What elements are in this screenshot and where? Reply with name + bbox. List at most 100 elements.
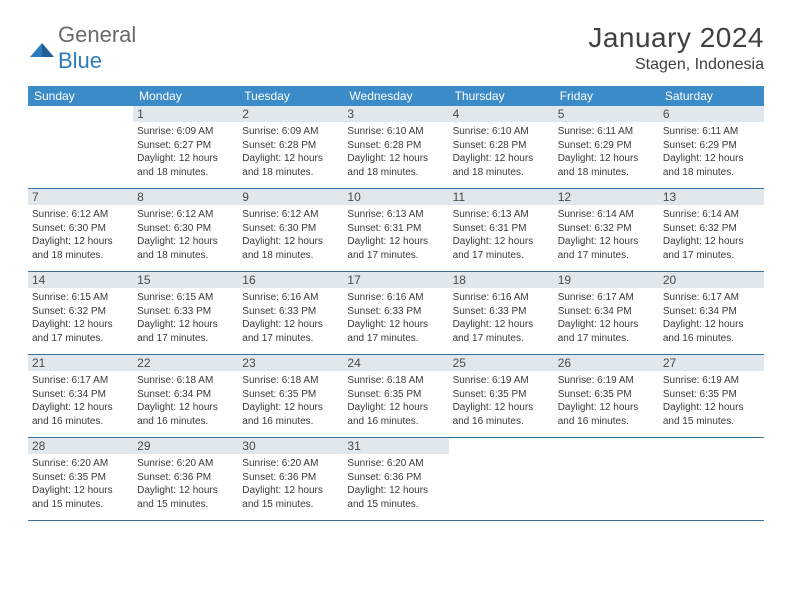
logo-mark: [28, 37, 56, 59]
day-number: 11: [449, 189, 554, 205]
day-number: 2: [238, 106, 343, 122]
day-number: 14: [28, 272, 133, 288]
day-number: 25: [449, 355, 554, 371]
day-details: Sunrise: 6:17 AMSunset: 6:34 PMDaylight:…: [32, 374, 129, 428]
day-details: Sunrise: 6:10 AMSunset: 6:28 PMDaylight:…: [347, 125, 444, 179]
day-number: 7: [28, 189, 133, 205]
day-details: Sunrise: 6:09 AMSunset: 6:27 PMDaylight:…: [137, 125, 234, 179]
day-number: 31: [343, 438, 448, 454]
day-details: Sunrise: 6:15 AMSunset: 6:33 PMDaylight:…: [137, 291, 234, 345]
day-details: Sunrise: 6:17 AMSunset: 6:34 PMDaylight:…: [663, 291, 760, 345]
day-number: 12: [554, 189, 659, 205]
week-row: 21 Sunrise: 6:17 AMSunset: 6:34 PMDayligh…: [28, 355, 764, 438]
day-cell: 25 Sunrise: 6:19 AMSunset: 6:35 PMDayligh…: [449, 355, 554, 437]
day-cell: 16Sunrise: 6:16 AMSunset: 6:33 PMDayligh…: [238, 272, 343, 354]
day-cell: 2 Sunrise: 6:09 AMSunset: 6:28 PMDaylight…: [238, 106, 343, 188]
weekday-label: Monday: [133, 86, 238, 106]
day-details: Sunrise: 6:12 AMSunset: 6:30 PMDaylight:…: [32, 208, 129, 262]
day-details: Sunrise: 6:15 AMSunset: 6:32 PMDaylight:…: [32, 291, 129, 345]
day-cell: 23 Sunrise: 6:18 AMSunset: 6:35 PMDayligh…: [238, 355, 343, 437]
day-cell: 8 Sunrise: 6:12 AMSunset: 6:30 PMDaylight…: [133, 189, 238, 271]
day-number: 24: [343, 355, 448, 371]
weekday-label: Friday: [554, 86, 659, 106]
day-cell: 13 Sunrise: 6:14 AMSunset: 6:32 PMDayligh…: [659, 189, 764, 271]
day-number: 3: [343, 106, 448, 122]
day-cell: 29 Sunrise: 6:20 AMSunset: 6:36 PMDayligh…: [133, 438, 238, 520]
day-cell: 20 Sunrise: 6:17 AMSunset: 6:34 PMDayligh…: [659, 272, 764, 354]
day-details: Sunrise: 6:19 AMSunset: 6:35 PMDaylight:…: [663, 374, 760, 428]
day-number: 4: [449, 106, 554, 122]
day-details: Sunrise: 6:17 AMSunset: 6:34 PMDaylight:…: [558, 291, 655, 345]
day-number: 26: [554, 355, 659, 371]
day-cell: [659, 438, 764, 520]
day-cell: 27Sunrise: 6:19 AMSunset: 6:35 PMDayligh…: [659, 355, 764, 437]
day-cell: [28, 106, 133, 188]
day-number: 30: [238, 438, 343, 454]
week-row: 1 Sunrise: 6:09 AMSunset: 6:27 PMDaylight…: [28, 106, 764, 189]
logo-word1: General: [58, 22, 136, 47]
day-number: 21: [28, 355, 133, 371]
day-cell: 5 Sunrise: 6:11 AMSunset: 6:29 PMDaylight…: [554, 106, 659, 188]
title-block: January 2024 Stagen, Indonesia: [588, 22, 764, 74]
day-cell: [449, 438, 554, 520]
day-cell: 6 Sunrise: 6:11 AMSunset: 6:29 PMDaylight…: [659, 106, 764, 188]
day-number: 5: [554, 106, 659, 122]
day-number: 20: [659, 272, 764, 288]
day-details: Sunrise: 6:20 AMSunset: 6:36 PMDaylight:…: [347, 457, 444, 511]
day-details: Sunrise: 6:16 AMSunset: 6:33 PMDaylight:…: [242, 291, 339, 345]
day-details: Sunrise: 6:13 AMSunset: 6:31 PMDaylight:…: [347, 208, 444, 262]
day-number: 9: [238, 189, 343, 205]
day-cell: 3 Sunrise: 6:10 AMSunset: 6:28 PMDaylight…: [343, 106, 448, 188]
day-details: Sunrise: 6:19 AMSunset: 6:35 PMDaylight:…: [453, 374, 550, 428]
day-number: 18: [449, 272, 554, 288]
day-number: 22: [133, 355, 238, 371]
day-number: 13: [659, 189, 764, 205]
calendar-grid: SundayMondayTuesdayWednesdayThursdayFrid…: [28, 86, 764, 521]
day-details: Sunrise: 6:18 AMSunset: 6:34 PMDaylight:…: [137, 374, 234, 428]
day-number: 19: [554, 272, 659, 288]
day-number: 23: [238, 355, 343, 371]
day-cell: 14 Sunrise: 6:15 AMSunset: 6:32 PMDayligh…: [28, 272, 133, 354]
day-details: Sunrise: 6:14 AMSunset: 6:32 PMDaylight:…: [558, 208, 655, 262]
day-details: Sunrise: 6:20 AMSunset: 6:35 PMDaylight:…: [32, 457, 129, 511]
day-cell: 12 Sunrise: 6:14 AMSunset: 6:32 PMDayligh…: [554, 189, 659, 271]
weekday-label: Thursday: [449, 86, 554, 106]
day-cell: [554, 438, 659, 520]
day-number: 29: [133, 438, 238, 454]
day-number: 15: [133, 272, 238, 288]
day-cell: 4 Sunrise: 6:10 AMSunset: 6:28 PMDaylight…: [449, 106, 554, 188]
day-details: Sunrise: 6:18 AMSunset: 6:35 PMDaylight:…: [242, 374, 339, 428]
day-number: 17: [343, 272, 448, 288]
day-cell: 19 Sunrise: 6:17 AMSunset: 6:34 PMDayligh…: [554, 272, 659, 354]
week-row: 28 Sunrise: 6:20 AMSunset: 6:35 PMDayligh…: [28, 438, 764, 521]
day-number: 28: [28, 438, 133, 454]
month-title: January 2024: [588, 22, 764, 54]
header: General Blue January 2024 Stagen, Indone…: [28, 22, 764, 74]
day-details: Sunrise: 6:14 AMSunset: 6:32 PMDaylight:…: [663, 208, 760, 262]
weekday-header: SundayMondayTuesdayWednesdayThursdayFrid…: [28, 86, 764, 106]
day-number: 6: [659, 106, 764, 122]
day-cell: 9 Sunrise: 6:12 AMSunset: 6:30 PMDaylight…: [238, 189, 343, 271]
day-number: 1: [133, 106, 238, 122]
day-details: Sunrise: 6:16 AMSunset: 6:33 PMDaylight:…: [453, 291, 550, 345]
location: Stagen, Indonesia: [588, 56, 764, 74]
day-cell: 1 Sunrise: 6:09 AMSunset: 6:27 PMDaylight…: [133, 106, 238, 188]
day-cell: 17 Sunrise: 6:16 AMSunset: 6:33 PMDayligh…: [343, 272, 448, 354]
day-cell: 28 Sunrise: 6:20 AMSunset: 6:35 PMDayligh…: [28, 438, 133, 520]
day-cell: 26 Sunrise: 6:19 AMSunset: 6:35 PMDayligh…: [554, 355, 659, 437]
day-number: 8: [133, 189, 238, 205]
day-details: Sunrise: 6:09 AMSunset: 6:28 PMDaylight:…: [242, 125, 339, 179]
day-details: Sunrise: 6:11 AMSunset: 6:29 PMDaylight:…: [558, 125, 655, 179]
day-details: Sunrise: 6:16 AMSunset: 6:33 PMDaylight:…: [347, 291, 444, 345]
weekday-label: Tuesday: [238, 86, 343, 106]
day-cell: 22 Sunrise: 6:18 AMSunset: 6:34 PMDayligh…: [133, 355, 238, 437]
day-details: Sunrise: 6:11 AMSunset: 6:29 PMDaylight:…: [663, 125, 760, 179]
day-details: Sunrise: 6:19 AMSunset: 6:35 PMDaylight:…: [558, 374, 655, 428]
day-details: Sunrise: 6:20 AMSunset: 6:36 PMDaylight:…: [137, 457, 234, 511]
week-row: 7Sunrise: 6:12 AMSunset: 6:30 PMDaylight…: [28, 189, 764, 272]
day-details: Sunrise: 6:10 AMSunset: 6:28 PMDaylight:…: [453, 125, 550, 179]
day-details: Sunrise: 6:12 AMSunset: 6:30 PMDaylight:…: [242, 208, 339, 262]
day-details: Sunrise: 6:20 AMSunset: 6:36 PMDaylight:…: [242, 457, 339, 511]
day-details: Sunrise: 6:12 AMSunset: 6:30 PMDaylight:…: [137, 208, 234, 262]
logo: General Blue: [28, 22, 136, 74]
